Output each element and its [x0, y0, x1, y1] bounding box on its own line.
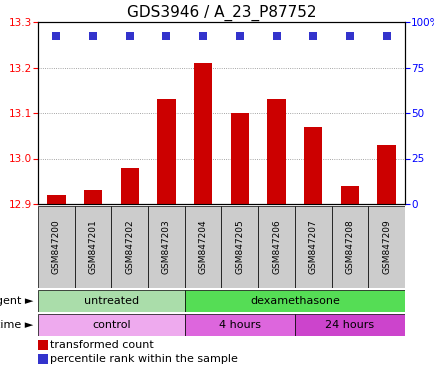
Text: GSM847205: GSM847205 [235, 220, 244, 275]
Text: time ►: time ► [0, 320, 33, 330]
Bar [184, 206, 221, 288]
Text: percentile rank within the sample: percentile rank within the sample [50, 354, 237, 364]
Bar [377, 145, 395, 204]
Text: 4 hours: 4 hours [218, 320, 260, 330]
Text: GSM847208: GSM847208 [345, 220, 354, 275]
Point [53, 33, 60, 39]
Bar [184, 314, 294, 336]
Bar [38, 206, 75, 288]
Text: GSM847203: GSM847203 [161, 220, 171, 275]
Bar [38, 314, 184, 336]
Bar [368, 206, 404, 288]
Bar [331, 206, 368, 288]
Bar [111, 206, 148, 288]
Text: untreated: untreated [84, 296, 138, 306]
Bar [75, 206, 111, 288]
Bar [294, 206, 331, 288]
Bar [230, 113, 248, 204]
Text: transformed count: transformed count [50, 340, 154, 350]
Text: GSM847201: GSM847201 [89, 220, 97, 275]
Text: GSM847206: GSM847206 [271, 220, 280, 275]
Point [236, 33, 243, 39]
Point [126, 33, 133, 39]
Bar [157, 99, 175, 204]
Point [199, 33, 206, 39]
Point [345, 33, 352, 39]
Text: 24 hours: 24 hours [325, 320, 374, 330]
Point [309, 33, 316, 39]
Point [382, 33, 389, 39]
Bar [47, 195, 66, 204]
Text: GSM847200: GSM847200 [52, 220, 61, 275]
Bar [294, 314, 404, 336]
Point [89, 33, 96, 39]
Bar [194, 63, 212, 204]
Bar [340, 186, 358, 204]
Point [163, 33, 170, 39]
Text: GSM847202: GSM847202 [125, 220, 134, 274]
Bar [221, 206, 258, 288]
Text: GSM847209: GSM847209 [381, 220, 390, 275]
Text: dexamethasone: dexamethasone [250, 296, 339, 306]
Bar [184, 290, 404, 312]
Bar [303, 127, 322, 204]
Title: GDS3946 / A_23_P87752: GDS3946 / A_23_P87752 [126, 5, 316, 21]
Text: GSM847207: GSM847207 [308, 220, 317, 275]
Bar [84, 190, 102, 204]
Text: agent ►: agent ► [0, 296, 33, 306]
Bar [120, 167, 138, 204]
Bar [258, 206, 294, 288]
Bar [38, 290, 184, 312]
Text: GSM847204: GSM847204 [198, 220, 207, 274]
Bar [267, 99, 285, 204]
Point [273, 33, 279, 39]
Bar [148, 206, 184, 288]
Text: control: control [92, 320, 130, 330]
